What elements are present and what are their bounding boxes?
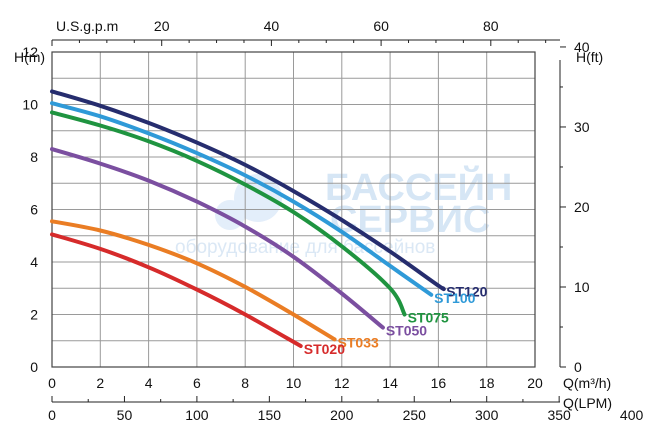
x-lpm-axis-label: Q(LPM) <box>563 395 612 411</box>
y-left-tick-label: 2 <box>30 307 38 323</box>
x-bottom-axis-label: Q(m³/h) <box>563 375 611 391</box>
x-top-tick-label: 40 <box>264 18 280 34</box>
series-curves <box>50 89 446 348</box>
y-left-tick-label: 10 <box>22 97 38 113</box>
y-left-tick-label: 12 <box>22 44 38 60</box>
series-label-st075: ST075 <box>408 310 449 326</box>
curve-st100 <box>50 101 434 297</box>
x-lpm-tick-label: 200 <box>330 407 354 423</box>
y-left-axis-label: H(m) <box>14 49 45 65</box>
x-bottom-tick-label: 6 <box>193 375 201 391</box>
x-bottom-tick-label: 16 <box>431 375 447 391</box>
x-lpm-tick-label: 100 <box>185 407 209 423</box>
y-left-tick-label: 4 <box>30 254 38 270</box>
watermark-line2: СЕРВИС <box>330 199 490 241</box>
series-label-st033: ST033 <box>338 334 379 350</box>
x-bottom-tick-label: 14 <box>382 375 398 391</box>
y-left-tick-label: 0 <box>30 359 38 375</box>
watermark-line1: БАССЕЙН <box>325 164 512 209</box>
curve-st033 <box>50 219 337 342</box>
series-label-st100: ST100 <box>434 290 475 306</box>
y-right-tick-label: 20 <box>574 199 590 215</box>
x-bottom-tick-label: 8 <box>241 375 249 391</box>
x-lpm-tick-label: 350 <box>547 407 571 423</box>
y-right-tick-label: 30 <box>574 119 590 135</box>
x-bottom-tick-label: 10 <box>286 375 302 391</box>
y-right-axis-label: H(ft) <box>576 49 603 65</box>
x-bottom-tick-label: 0 <box>48 375 56 391</box>
x-lpm-tick-label: 150 <box>258 407 282 423</box>
x-lpm-tick-label: 300 <box>475 407 499 423</box>
series-label-st020: ST020 <box>304 341 345 357</box>
x-bottom-tick-label: 12 <box>334 375 350 391</box>
x-lpm-tick-label: 50 <box>117 407 133 423</box>
x-lpm-tick-label: 400 <box>620 407 644 423</box>
x-bottom-tick-label: 18 <box>479 375 495 391</box>
grid <box>51 51 536 368</box>
x-bottom-tick-label: 2 <box>96 375 104 391</box>
y-right-tick-label: 10 <box>574 279 590 295</box>
x-top-tick-label: 60 <box>373 18 389 34</box>
y-right-tick-label: 0 <box>574 359 582 375</box>
y-right-tick-label: 40 <box>574 39 590 55</box>
x-lpm-tick-label: 250 <box>403 407 427 423</box>
x-lpm-tick-label: 0 <box>48 407 56 423</box>
watermark: БАССЕЙН СЕРВИС оборудование для бассейно… <box>175 164 512 258</box>
x-top-tick-label: 20 <box>154 18 170 34</box>
x-top-tick-label: 80 <box>483 18 499 34</box>
x-top-axis-label: U.S.g.p.m <box>56 18 118 34</box>
axes: 024681012H(m)0102030405060H(ft)20406080U… <box>14 18 644 423</box>
series-label-st120: ST120 <box>446 283 487 299</box>
y-left-tick-label: 8 <box>30 149 38 165</box>
x-bottom-tick-label: 4 <box>145 375 153 391</box>
curve-st075 <box>50 110 407 317</box>
curve-st120 <box>50 89 446 292</box>
series-label-st050: ST050 <box>386 323 427 339</box>
curve-st020 <box>50 232 303 348</box>
y-left-tick-label: 6 <box>30 202 38 218</box>
plot-frame <box>51 51 536 368</box>
x-bottom-tick-label: 20 <box>527 375 543 391</box>
curve-st050 <box>50 147 385 330</box>
